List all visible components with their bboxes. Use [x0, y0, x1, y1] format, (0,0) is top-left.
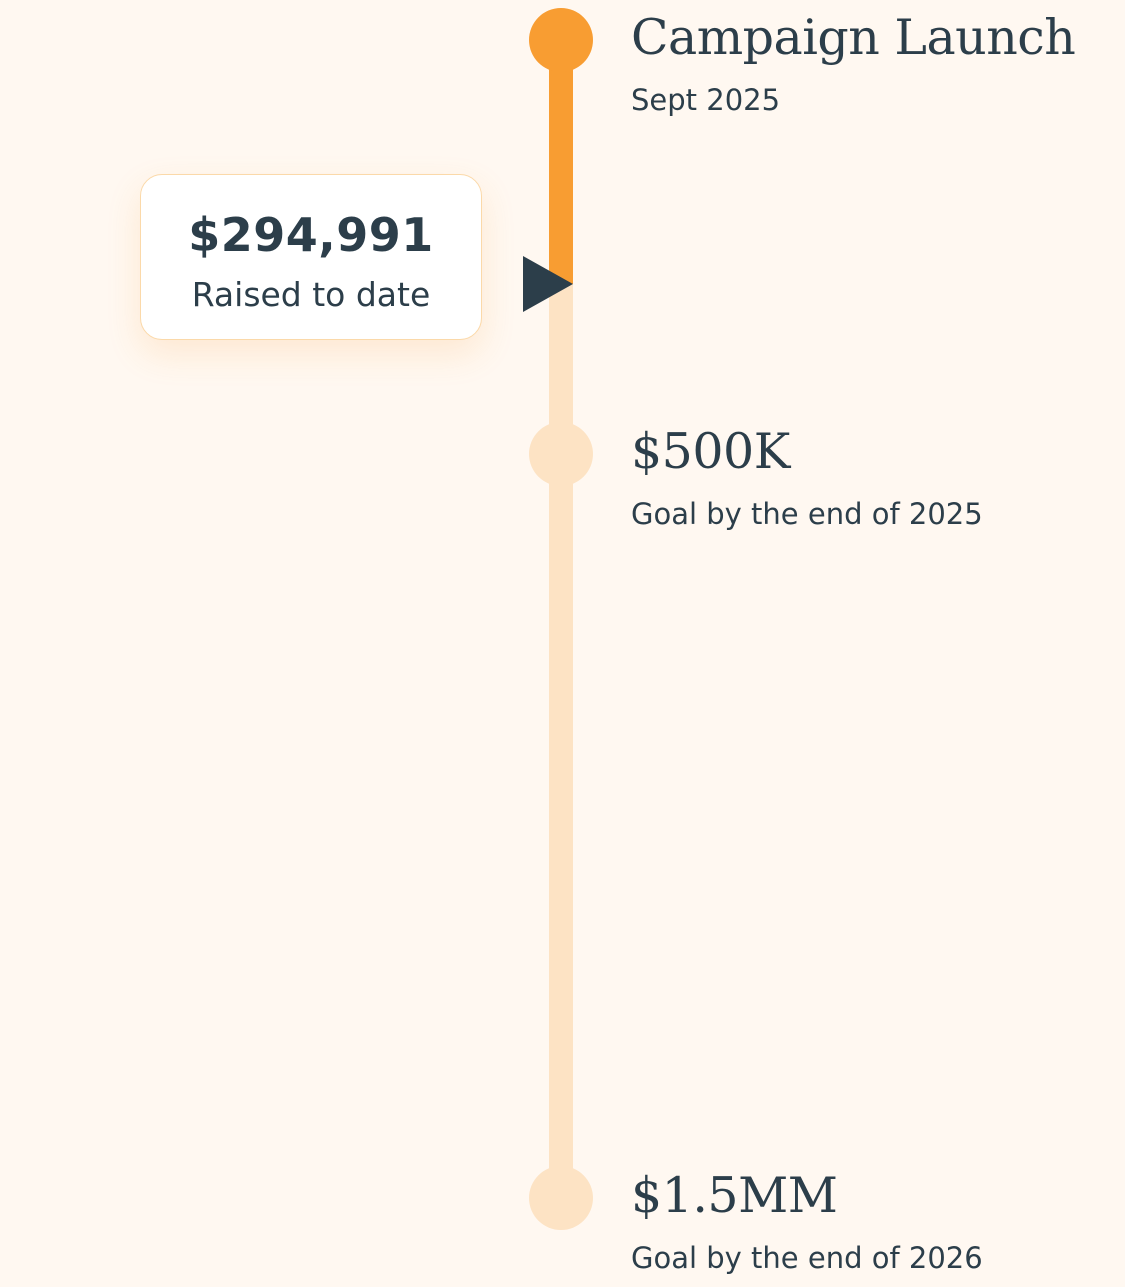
- raised-caption: Raised to date: [191, 275, 431, 314]
- milestone-title-1-5mm: $1.5MM: [631, 1167, 838, 1224]
- milestone-subtitle-launch: Sept 2025: [631, 83, 781, 117]
- milestone-node-1-5mm: [529, 1166, 593, 1230]
- milestone-node-launch: [529, 8, 593, 72]
- progress-pointer-icon: [523, 256, 573, 313]
- milestone-node-500k: [529, 422, 593, 486]
- milestone-title-launch: Campaign Launch: [631, 9, 1076, 66]
- milestone-title-500k: $500K: [631, 423, 790, 480]
- milestone-subtitle-500k: Goal by the end of 2025: [631, 497, 983, 531]
- raised-amount: $294,991: [188, 208, 434, 262]
- milestone-subtitle-1-5mm: Goal by the end of 2026: [631, 1241, 983, 1275]
- timeline-progress-fill: [549, 40, 573, 285]
- raised-to-date-card: $294,991 Raised to date: [140, 174, 482, 340]
